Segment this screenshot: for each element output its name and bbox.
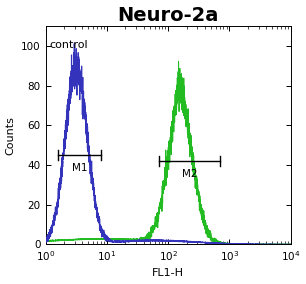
- Text: M2: M2: [181, 169, 197, 179]
- Title: Neuro-2a: Neuro-2a: [118, 6, 219, 24]
- X-axis label: FL1-H: FL1-H: [152, 268, 184, 278]
- Y-axis label: Counts: Counts: [6, 116, 16, 154]
- Text: M1: M1: [72, 163, 87, 173]
- Text: control: control: [49, 40, 88, 50]
